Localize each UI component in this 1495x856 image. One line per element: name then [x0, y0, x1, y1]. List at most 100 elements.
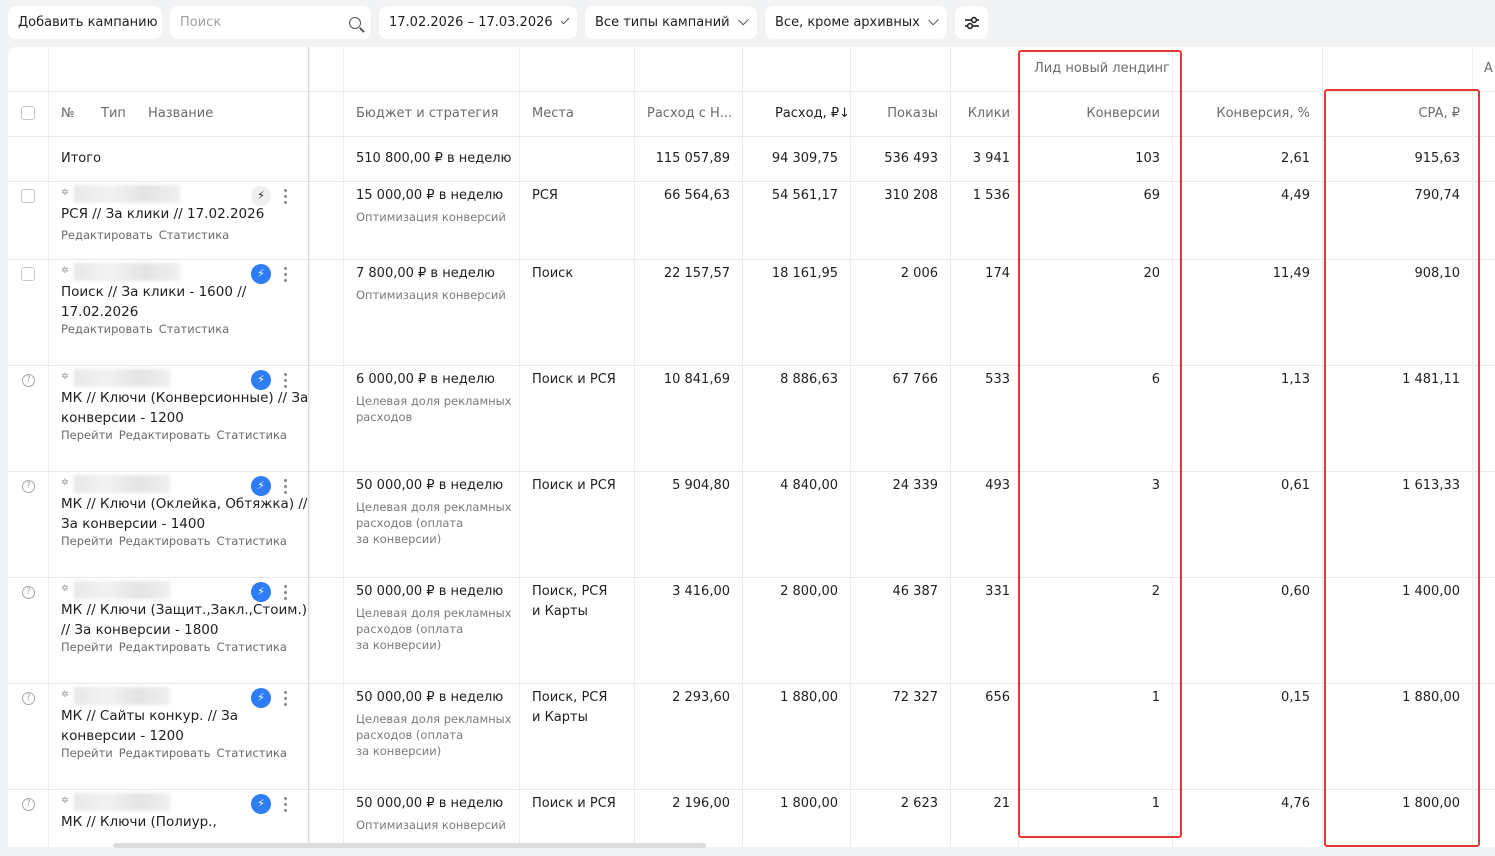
campaign-action-link[interactable]: Перейти [61, 534, 113, 548]
strategy-line: расходов (оплата [356, 516, 464, 530]
campaign-action-link[interactable]: Статистика [216, 640, 287, 654]
help-icon[interactable]: ? [22, 798, 35, 811]
placement-line: Поиск, РСЯ [532, 584, 608, 599]
select-all-checkbox[interactable] [21, 106, 35, 120]
placement-line: Поиск и РСЯ [532, 796, 616, 811]
campaign-action-link[interactable]: Перейти [61, 640, 113, 654]
campaign-type-select[interactable]: Все типы кампаний [585, 6, 757, 39]
cell-conv-rate: 11,49 [1272, 266, 1310, 281]
cell-impressions: 24 339 [892, 478, 939, 493]
col-header-cpa[interactable]: CPA, ₽ [1418, 106, 1460, 121]
col-header-spend-vat[interactable]: Расход с Н... [647, 106, 733, 121]
col-header-clicks[interactable]: Клики [967, 106, 1010, 121]
bolt-icon[interactable]: ⚡ [251, 186, 271, 206]
more-vertical-icon[interactable] [284, 189, 288, 205]
row-checkbox[interactable] [21, 267, 35, 281]
cell-spend-vat: 5 904,80 [672, 478, 730, 493]
cell-conv-rate: 0,15 [1281, 690, 1310, 705]
campaign-action-link[interactable]: Статистика [216, 746, 287, 760]
col-header-places[interactable]: Места [532, 106, 574, 121]
more-vertical-icon[interactable] [284, 373, 288, 389]
cell-cpa: 1 613,33 [1402, 478, 1460, 493]
cell-spend: 2 800,00 [780, 584, 838, 599]
placements: Поиск и РСЯ [532, 794, 616, 814]
campaign-action-link[interactable]: Статистика [216, 534, 287, 548]
campaign-action-link[interactable]: Статистика [216, 428, 287, 442]
cell-spend-vat: 22 157,57 [663, 266, 730, 281]
help-icon[interactable]: ? [22, 586, 35, 599]
campaign-name[interactable]: МК // Сайты конкур. // За конверсии - 120… [61, 706, 238, 746]
campaign-name[interactable]: МК // Ключи (Полиур., [61, 812, 217, 832]
campaign-action-link[interactable]: Статистика [158, 322, 230, 336]
bolt-icon[interactable]: ⚡ [251, 794, 271, 814]
sliders-icon [964, 16, 979, 29]
next-goal-group-header: А [1484, 61, 1493, 76]
col-header-type[interactable]: Тип [101, 106, 126, 121]
help-icon[interactable]: ? [22, 374, 35, 387]
campaign-action-link[interactable]: Статистика [158, 228, 230, 242]
campaign-name[interactable]: Поиск // За клики - 1600 // 17.02.2026 [61, 282, 246, 322]
more-vertical-icon[interactable] [284, 797, 288, 813]
cell-conversions: 1 [1151, 690, 1160, 705]
campaign-type-icon: ✲ [61, 188, 69, 198]
filter-settings-button[interactable] [955, 6, 988, 39]
col-header-num[interactable]: № [61, 106, 75, 121]
campaign-name[interactable]: МК // Ключи (Защит.,Закл.,Стоим.) // За к… [61, 600, 307, 640]
campaign-name-line: РСЯ // За клики // 17.02.2026 [61, 206, 265, 222]
total-spend-vat: 115 057,89 [655, 151, 730, 166]
add-campaign-button[interactable]: Добавить кампанию [8, 6, 162, 39]
strategy-text: Оптимизация конверсий [356, 287, 506, 303]
campaign-action-link[interactable]: Редактировать [118, 534, 211, 548]
placements: Поиск [532, 264, 573, 284]
col-header-budget[interactable]: Бюджет и стратегия [356, 106, 499, 121]
cell-conv-rate: 4,49 [1281, 188, 1310, 203]
bolt-icon[interactable]: ⚡ [251, 688, 271, 708]
strategy-line: Оптимизация конверсий [356, 210, 506, 224]
col-header-conv-rate[interactable]: Конверсия, % [1216, 106, 1310, 121]
cell-impressions: 67 766 [892, 372, 939, 387]
campaign-action-link[interactable]: Редактировать [118, 746, 211, 760]
col-header-conversions[interactable]: Конверсии [1086, 106, 1160, 121]
placements: РСЯ [532, 186, 558, 206]
date-range-label: 17.02.2026 – 17.03.2026 [389, 15, 553, 30]
help-icon[interactable]: ? [22, 480, 35, 493]
row-checkbox[interactable] [21, 189, 35, 203]
campaign-id-redacted [74, 793, 170, 811]
cell-conversions: 6 [1151, 372, 1160, 387]
help-icon[interactable]: ? [22, 692, 35, 705]
campaign-action-link[interactable]: Редактировать [61, 322, 153, 336]
col-header-spend[interactable]: Расход, ₽↓ [774, 106, 850, 121]
col-header-impressions[interactable]: Показы [887, 106, 938, 121]
strategy-text: Оптимизация конверсий [356, 817, 506, 833]
search-input[interactable]: Поиск [170, 6, 371, 39]
campaign-type-icon: ✲ [61, 796, 69, 806]
campaign-action-link[interactable]: Редактировать [61, 228, 153, 242]
status-filter-select[interactable]: Все, кроме архивных [765, 6, 947, 39]
cell-impressions: 2 623 [900, 796, 938, 811]
campaign-action-link[interactable]: Редактировать [118, 640, 211, 654]
more-vertical-icon[interactable] [284, 691, 288, 707]
bolt-icon[interactable]: ⚡ [251, 370, 271, 390]
bolt-icon[interactable]: ⚡ [251, 582, 271, 602]
conversions-highlight [1018, 50, 1182, 838]
more-vertical-icon[interactable] [284, 267, 288, 283]
campaign-action-link[interactable]: Редактировать [118, 428, 211, 442]
cell-cpa: 908,10 [1414, 266, 1461, 281]
campaign-name[interactable]: МК // Ключи (Конверсионные) // За конверс… [61, 388, 308, 428]
total-cpa: 915,63 [1414, 151, 1461, 166]
campaign-action-link[interactable]: Перейти [61, 428, 113, 442]
total-budget: 510 800,00 ₽ в неделю [356, 151, 512, 166]
cell-conversions: 1 [1151, 796, 1160, 811]
campaign-type-icon: ✲ [61, 266, 69, 276]
col-header-name[interactable]: Название [148, 106, 214, 121]
more-vertical-icon[interactable] [284, 585, 288, 601]
campaign-name[interactable]: РСЯ // За клики // 17.02.2026 [61, 204, 264, 224]
budget-value: 50 000,00 ₽ в неделю [356, 690, 504, 705]
bolt-icon[interactable]: ⚡ [251, 476, 271, 496]
campaign-action-link[interactable]: Перейти [61, 746, 113, 760]
more-vertical-icon[interactable] [284, 479, 288, 495]
horizontal-scrollbar[interactable] [113, 843, 706, 848]
bolt-icon[interactable]: ⚡ [251, 264, 271, 284]
campaign-name[interactable]: МК // Ключи (Оклейка, Обтяжка) // За конв… [61, 494, 307, 534]
date-range-picker[interactable]: 17.02.2026 – 17.03.2026 [379, 6, 577, 39]
